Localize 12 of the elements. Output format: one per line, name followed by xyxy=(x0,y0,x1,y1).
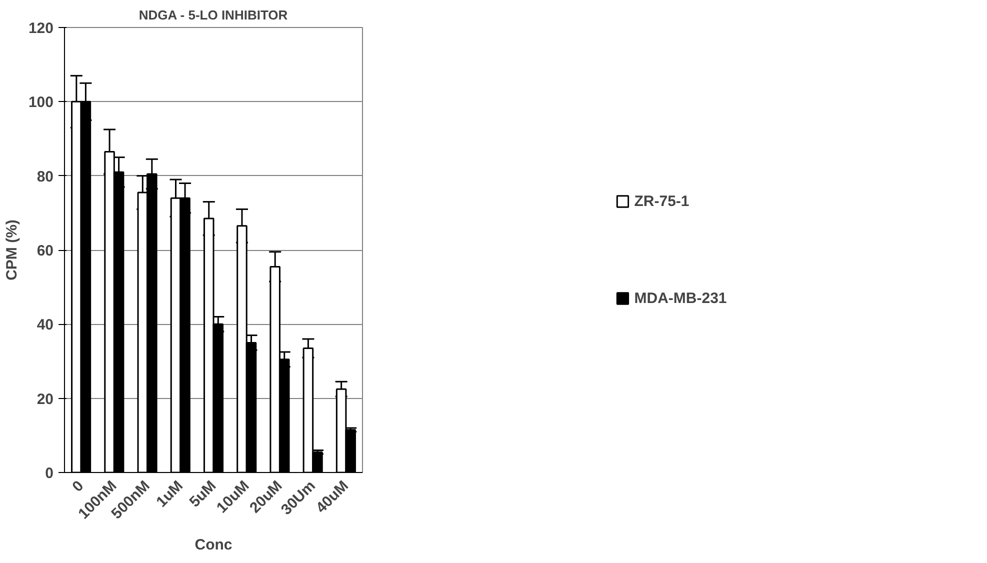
y-tick-label: 60 xyxy=(36,242,54,260)
x-axis-title: Conc xyxy=(194,536,232,554)
y-tick-label: 20 xyxy=(36,390,54,408)
y-tick-label: 100 xyxy=(28,94,54,112)
y-tick-label: 40 xyxy=(36,316,54,334)
chart-title: NDGA - 5-LO INHIBITOR xyxy=(138,8,288,22)
y-tick-label: 0 xyxy=(45,465,54,482)
legend-label: MDA-MB-231 xyxy=(634,290,727,306)
y-axis-title: CPM (%) xyxy=(3,220,20,280)
legend-label: ZR-75-1 xyxy=(634,192,690,210)
y-tick-label: 120 xyxy=(28,20,54,37)
y-tick-label: 80 xyxy=(36,168,54,186)
